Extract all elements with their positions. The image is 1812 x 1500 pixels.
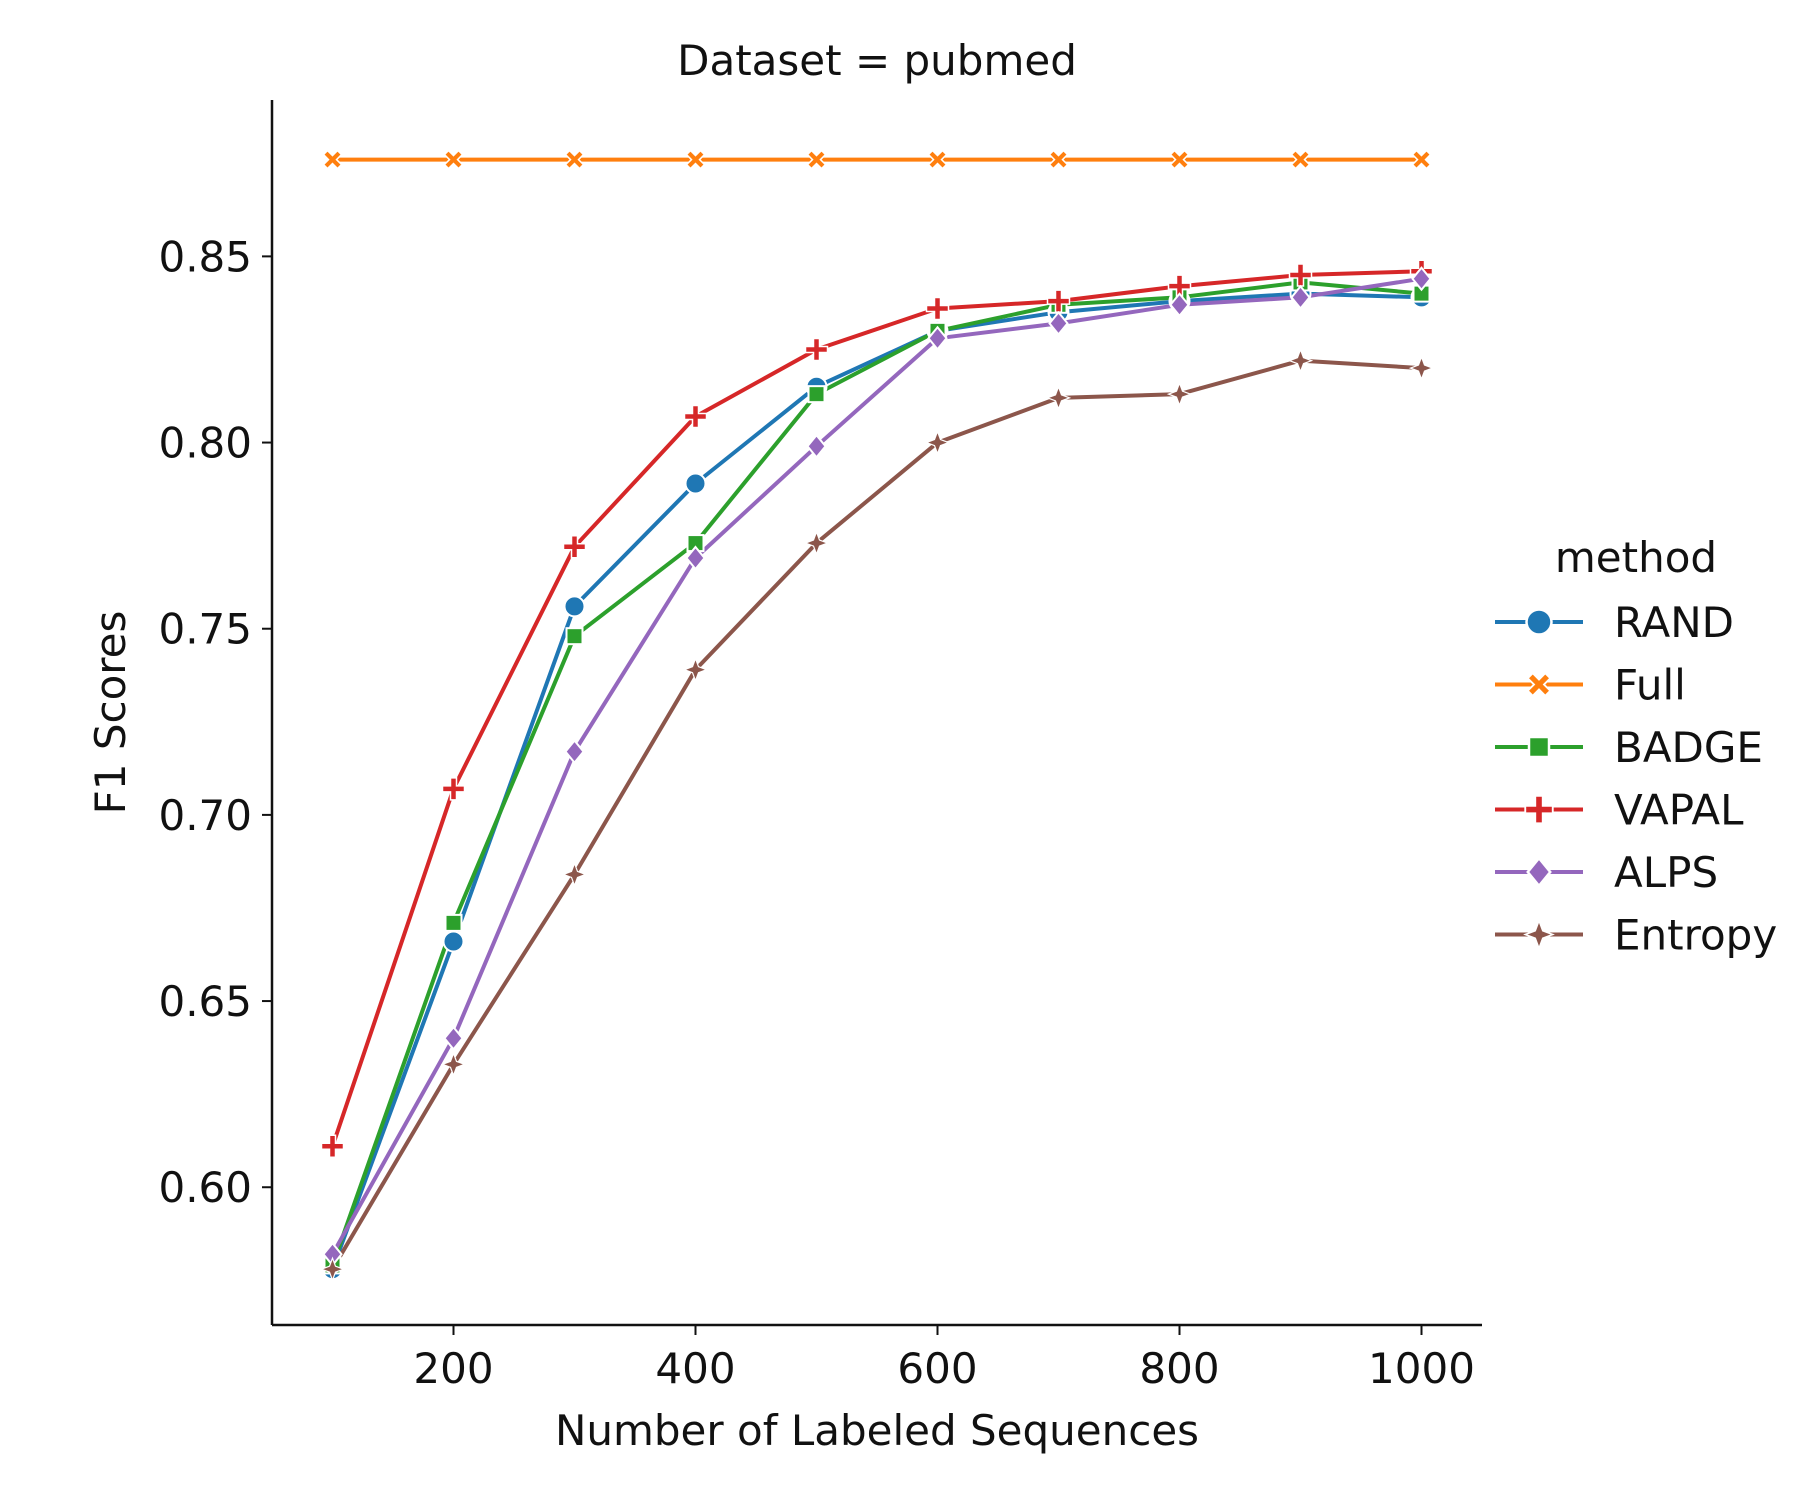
data-point-badge <box>565 627 584 646</box>
data-point-vapal <box>562 535 587 559</box>
y-tick-label: 0.65 <box>158 977 252 1026</box>
series-line-rand <box>330 291 1424 1272</box>
legend-label: RAND <box>1614 598 1734 647</box>
data-point-full <box>1411 149 1432 170</box>
data-point-entropy <box>319 1256 346 1282</box>
series-line-alps <box>330 276 1424 1257</box>
data-point-entropy <box>803 530 830 556</box>
legend-marker <box>1524 794 1554 825</box>
data-point-badge <box>807 385 826 404</box>
data-point-vapal <box>683 404 708 429</box>
x-tick-label: 600 <box>897 1344 977 1393</box>
legend-marker <box>1526 856 1552 888</box>
data-point-alps <box>1048 310 1069 336</box>
data-point-full <box>685 149 706 170</box>
legend-title: method <box>1555 533 1717 582</box>
data-point-vapal <box>320 1134 345 1159</box>
y-tick-label: 0.85 <box>158 232 252 281</box>
y-axis-label: F1 Scores <box>86 611 135 815</box>
legend-marker <box>1526 671 1552 698</box>
legend-item: BADGE <box>1495 723 1763 772</box>
data-point-full <box>1169 149 1190 170</box>
series-line-entropy <box>330 358 1424 1272</box>
data-point-rand <box>684 472 707 495</box>
data-point-entropy <box>1287 347 1314 374</box>
legend-item: Full <box>1495 661 1686 710</box>
data-point-rand <box>442 930 465 953</box>
data-point-alps <box>685 545 706 571</box>
legend-label: Full <box>1614 661 1686 710</box>
data-point-alps <box>564 739 585 765</box>
legend-label: ALPS <box>1614 848 1718 897</box>
data-point-vapal <box>1046 289 1071 313</box>
data-point-alps <box>1169 292 1190 318</box>
legend-label: VAPAL <box>1614 786 1744 835</box>
data-point-vapal <box>1288 263 1313 287</box>
data-point-entropy <box>1045 385 1072 411</box>
data-point-vapal <box>925 296 950 321</box>
data-point-alps <box>443 1025 464 1051</box>
data-point-full <box>806 149 827 170</box>
x-tick-label: 200 <box>413 1344 493 1393</box>
y-tick-label: 0.75 <box>158 605 252 654</box>
chart-title: Dataset = pubmed <box>677 36 1077 85</box>
series-line-badge <box>330 280 1424 1268</box>
data-point-entropy <box>440 1051 467 1078</box>
x-axis-label: Number of Labeled Sequences <box>555 1406 1199 1455</box>
data-point-rand <box>563 595 586 618</box>
y-tick-label: 0.70 <box>158 791 252 840</box>
x-tick-label: 400 <box>655 1344 735 1393</box>
data-point-full <box>443 149 464 170</box>
data-point-full <box>1048 149 1069 170</box>
data-point-vapal <box>804 337 829 362</box>
legend-label: BADGE <box>1614 723 1763 772</box>
x-tick-label: 800 <box>1139 1344 1219 1393</box>
y-tick-label: 0.60 <box>158 1163 252 1212</box>
data-point-alps <box>1290 284 1311 310</box>
data-point-entropy <box>1408 355 1435 381</box>
data-point-vapal <box>441 777 466 801</box>
data-point-alps <box>806 433 827 459</box>
legend-label: Entropy <box>1614 911 1777 960</box>
data-point-full <box>564 149 585 170</box>
data-point-entropy <box>561 861 588 888</box>
data-point-entropy <box>924 429 951 456</box>
legend-marker <box>1527 735 1551 759</box>
legend-item: Entropy <box>1495 911 1777 960</box>
y-tick-label: 0.80 <box>158 419 252 468</box>
data-point-entropy <box>1166 381 1193 407</box>
legend-item: VAPAL <box>1495 786 1744 835</box>
data-point-alps <box>927 325 948 351</box>
data-point-entropy <box>682 656 709 683</box>
data-point-full <box>322 149 343 170</box>
series-line-vapal <box>330 269 1424 1149</box>
data-point-badge <box>444 913 463 932</box>
legend-item: RAND <box>1495 598 1734 647</box>
data-point-full <box>927 149 948 170</box>
legend-marker <box>1523 918 1555 951</box>
data-point-alps <box>1411 266 1432 292</box>
legend-marker <box>1525 608 1553 636</box>
data-point-full <box>1290 149 1311 170</box>
x-tick-label: 1000 <box>1368 1344 1475 1393</box>
legend-item: ALPS <box>1495 848 1718 897</box>
